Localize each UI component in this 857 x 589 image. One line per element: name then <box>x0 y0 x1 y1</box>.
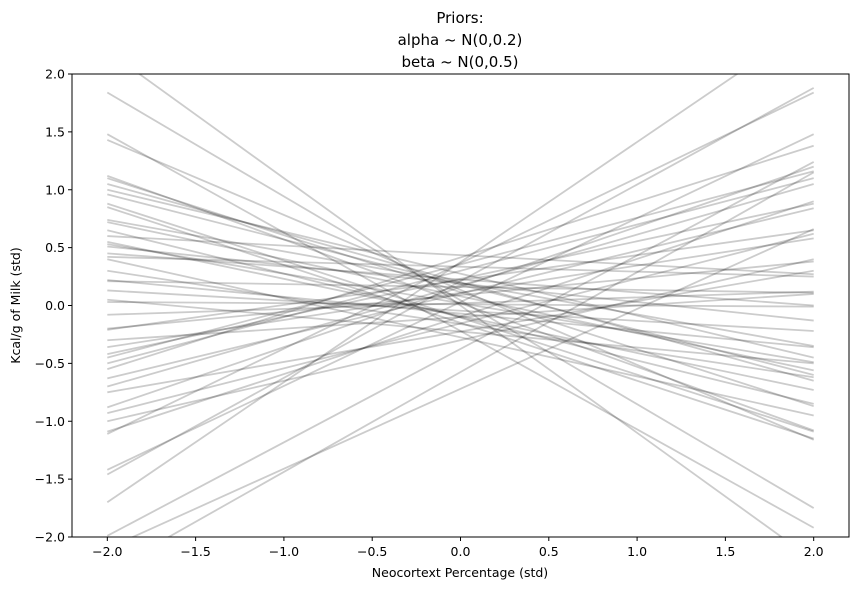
prior-line-3 <box>106 133 815 529</box>
prior-line-29 <box>107 183 814 388</box>
prior-line-30 <box>107 165 814 409</box>
prior-line-37 <box>106 161 815 537</box>
prior-line-27 <box>107 144 814 371</box>
prior-line-8 <box>107 193 814 376</box>
y-axis-label: Kcal/g of Milk (std) <box>8 247 23 363</box>
prior-line-10 <box>107 218 814 347</box>
prior-line-42 <box>107 229 814 405</box>
prior-line-46 <box>107 269 814 394</box>
prior-line-47 <box>107 188 814 359</box>
chart-title-line-2: alpha ~ N(0,0.2) <box>398 31 523 49</box>
x-axis-label: Neocortext Percentage (std) <box>372 565 548 580</box>
x-tick-label: 1.0 <box>627 544 647 559</box>
prior-line-45 <box>107 252 814 307</box>
x-tick-label: 2.0 <box>804 544 824 559</box>
x-tick-label: −2.0 <box>92 544 122 559</box>
prior-line-14 <box>107 243 814 364</box>
prior-line-50 <box>107 298 814 365</box>
prior-line-44 <box>107 293 814 342</box>
prior-line-16 <box>107 255 814 278</box>
y-tick-label: 0.5 <box>45 240 65 255</box>
prior-line-5 <box>107 175 814 432</box>
prior-line-12 <box>107 235 814 276</box>
prior-line-9 <box>107 202 814 433</box>
y-tick-label: −2.0 <box>35 530 65 545</box>
x-tick-label: 1.5 <box>715 544 735 559</box>
y-tick-label: −1.0 <box>35 414 65 429</box>
prior-line-23 <box>107 229 814 331</box>
prior-line-48 <box>107 258 814 417</box>
prior-line-26 <box>107 170 814 359</box>
prior-line-40 <box>107 258 814 423</box>
x-tick-label: 0.0 <box>451 544 471 559</box>
prior-line-49 <box>107 177 814 365</box>
prior-line-24 <box>107 237 814 349</box>
prior-line-2 <box>106 91 815 509</box>
prior-line-33 <box>106 91 815 435</box>
prior-line-7 <box>107 183 814 382</box>
y-tick-label: 1.0 <box>45 182 65 197</box>
prior-line-15 <box>107 245 814 322</box>
prior-line-18 <box>107 280 814 294</box>
x-tick-label: −1.5 <box>180 544 210 559</box>
y-tick-label: 0.0 <box>45 298 65 313</box>
prior-line-20 <box>107 301 814 308</box>
prior-line-6 <box>107 177 814 408</box>
prior-line-17 <box>107 279 814 349</box>
y-axis: −2.0 −1.5 −1.0 −0.5 0.0 0.5 1.0 1.5 2.0 <box>35 67 72 545</box>
x-tick-label: −1.0 <box>269 544 299 559</box>
prior-line-11 <box>107 221 814 372</box>
x-axis: −2.0 −1.5 −1.0 −0.5 0.0 0.5 1.0 1.5 2.0 <box>92 537 824 559</box>
y-tick-label: 2.0 <box>45 67 65 82</box>
prior-line-13 <box>107 240 814 391</box>
prior-lines <box>106 74 815 537</box>
prior-line-1 <box>137 74 784 537</box>
x-tick-label: 0.5 <box>539 544 559 559</box>
prior-line-32 <box>107 200 814 433</box>
prior-line-41 <box>107 269 814 379</box>
prior-line-4 <box>106 139 815 441</box>
y-tick-label: −1.5 <box>35 472 65 487</box>
prior-line-35 <box>106 87 815 476</box>
prior-line-25 <box>107 202 814 355</box>
prior-line-19 <box>107 289 814 332</box>
prior-line-31 <box>107 232 814 415</box>
prior-line-36 <box>106 74 739 504</box>
chart-title-line-1: Priors: <box>436 9 483 27</box>
y-tick-label: −0.5 <box>35 356 65 371</box>
prior-line-43 <box>107 206 814 440</box>
prior-line-21 <box>107 290 814 316</box>
x-tick-label: −0.5 <box>357 544 387 559</box>
prior-line-22 <box>107 260 814 330</box>
chart-title-line-3: beta ~ N(0,0.5) <box>401 53 518 71</box>
prior-line-34 <box>106 133 815 471</box>
prior-line-38 <box>166 171 815 537</box>
prior-line-39 <box>130 228 815 537</box>
prior-line-28 <box>107 207 814 380</box>
y-tick-label: 1.5 <box>45 124 65 139</box>
